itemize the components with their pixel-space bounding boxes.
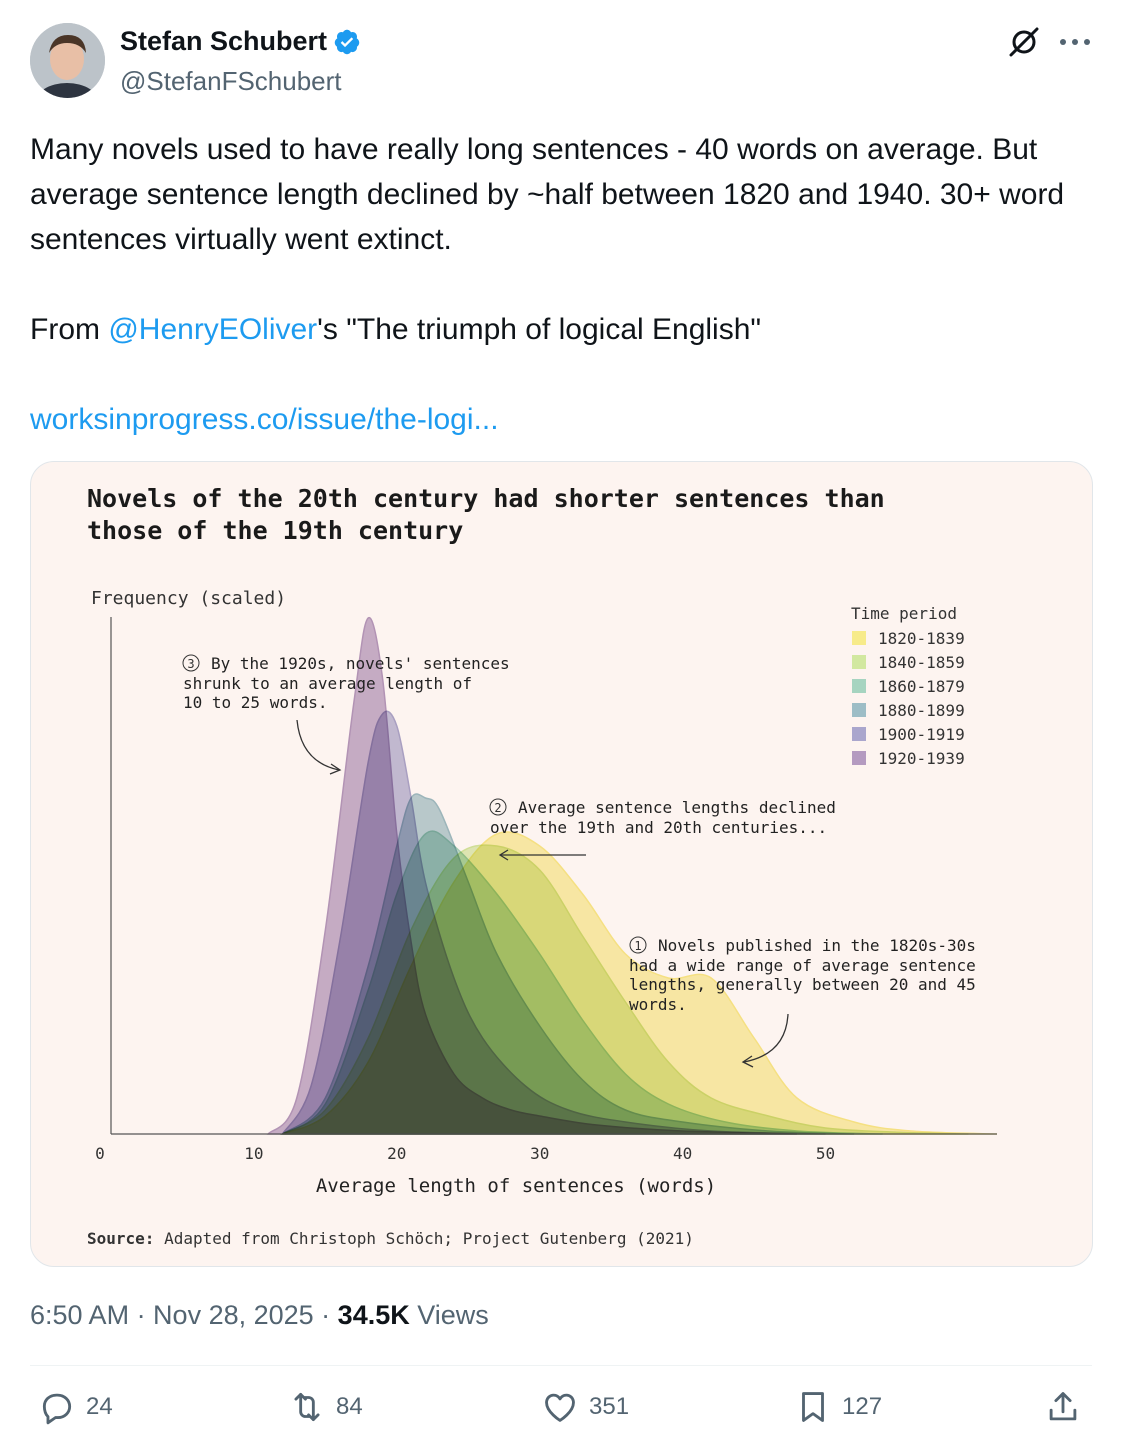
bookmark-button[interactable]: 127 <box>794 1388 882 1426</box>
annotation-1-arrow <box>743 1013 789 1063</box>
area-series-1920-1939 <box>266 617 797 1135</box>
x-tick-0: 0 <box>95 1144 105 1163</box>
article-link[interactable]: worksinprogress.co/issue/the-logi... <box>30 403 499 436</box>
annotation-2-line1: Average sentence lengths declined <box>518 798 836 817</box>
views-label: Views <box>409 1300 489 1330</box>
x-axis-label: Average length of sentences (words) <box>316 1175 716 1197</box>
timestamp[interactable]: 6:50 AM · Nov 28, 2025 · <box>30 1300 338 1330</box>
x-tick-50: 50 <box>816 1144 835 1163</box>
like-count: 351 <box>589 1393 630 1420</box>
chart-source: Source: Adapted from Christoph Schöch; P… <box>87 1229 694 1248</box>
reply-count: 24 <box>86 1393 113 1420</box>
grok-icon[interactable] <box>1006 24 1042 60</box>
x-tick-30: 30 <box>530 1144 549 1163</box>
attribution-suffix: 's "The triumph of logical English" <box>317 313 762 346</box>
annotation-1-line2: had a wide range of average sentence <box>629 956 976 975</box>
legend-swatch-1900-1919 <box>852 727 866 741</box>
divider <box>30 1365 1092 1366</box>
share-button[interactable] <box>1044 1388 1082 1426</box>
chart-title-line2: those of the 19th century <box>87 516 463 545</box>
x-tick-10: 10 <box>244 1144 263 1163</box>
repost-icon <box>294 1392 320 1422</box>
legend-swatch-1880-1899 <box>852 703 866 717</box>
avatar-image <box>30 23 105 98</box>
repost-count: 84 <box>336 1393 363 1420</box>
share-icon <box>1049 1392 1077 1421</box>
legend: 1820-1839 1840-1859 1860-1879 1880-1899 1900… <box>852 629 965 768</box>
legend-label-1840-1859: 1840-1859 <box>878 653 965 672</box>
chart-image-card[interactable]: Novels of the 20th century had shorter s… <box>30 461 1093 1267</box>
author-handle[interactable]: @StefanFSchubert <box>120 66 342 96</box>
annotation-2-line2: over the 19th and 20th centuries... <box>490 818 827 837</box>
attribution-prefix: From <box>30 313 109 346</box>
legend-label-1900-1919: 1900-1919 <box>878 725 965 744</box>
annotation-1: 1 Novels published in the 1820s-30s had … <box>629 936 976 1068</box>
legend-swatch-1820-1839 <box>852 631 866 645</box>
tweet-body: Many novels used to have really long sen… <box>30 127 1100 442</box>
legend-swatch-1860-1879 <box>852 679 866 693</box>
annotation-3-line1: By the 1920s, novels' sentences <box>211 654 510 673</box>
annotation-1-number: 1 <box>634 939 641 953</box>
chart-title-line1: Novels of the 20th century had shorter s… <box>87 484 885 513</box>
annotation-3-number: 3 <box>187 657 194 671</box>
annotation-3: 3 By the 1920s, novels' sentences shrunk… <box>182 654 510 775</box>
annotation-1-line3: lengths, generally between 20 and 45 <box>629 975 976 994</box>
legend-label-1820-1839: 1820-1839 <box>878 629 965 648</box>
annotation-3-line2: shrunk to an average length of <box>183 674 472 693</box>
action-bar: 24 84 351 127 <box>0 1388 1124 1438</box>
annotation-3-line3: 10 to 25 words. <box>183 693 328 712</box>
annotation-3-arrow <box>296 719 340 771</box>
source-text: Adapted from Christoph Schöch; Project G… <box>154 1229 693 1248</box>
x-tick-20: 20 <box>387 1144 406 1163</box>
source-label: Source: <box>87 1229 154 1248</box>
reply-icon <box>42 1393 72 1425</box>
author-name[interactable]: Stefan Schubert <box>120 26 328 56</box>
reply-button[interactable]: 24 <box>38 1388 113 1426</box>
y-axis-label: Frequency (scaled) <box>91 588 286 609</box>
heart-icon <box>545 1393 575 1422</box>
x-tick-labels: 0 10 20 30 40 50 <box>95 1144 835 1163</box>
annotation-1-line1: Novels published in the 1820s-30s <box>658 936 976 955</box>
annotation-2-number: 2 <box>494 801 501 815</box>
annotation-2: 2 Average sentence lengths declined over… <box>489 798 836 861</box>
like-button[interactable]: 351 <box>541 1388 629 1426</box>
legend-label-1920-1939: 1920-1939 <box>878 749 965 768</box>
x-tick-40: 40 <box>673 1144 692 1163</box>
more-options-icon[interactable] <box>1058 36 1092 48</box>
chart: Novels of the 20th century had shorter s… <box>87 484 998 1248</box>
annotation-1-line4: words. <box>629 995 687 1014</box>
bookmark-count: 127 <box>842 1393 883 1420</box>
tweet-attribution: From @HenryEOliver's "The triumph of log… <box>30 307 1100 352</box>
verified-badge-icon[interactable] <box>333 28 361 56</box>
legend-label-1860-1879: 1860-1879 <box>878 677 965 696</box>
tweet-meta: 6:50 AM · Nov 28, 2025 · 34.5K Views <box>30 1300 489 1331</box>
tweet-text-main: Many novels used to have really long sen… <box>30 133 1065 256</box>
repost-button[interactable]: 84 <box>288 1388 363 1426</box>
legend-title: Time period <box>851 604 957 623</box>
views-count: 34.5K <box>337 1300 410 1330</box>
bookmark-icon <box>802 1392 824 1422</box>
legend-swatch-1840-1859 <box>852 655 866 669</box>
legend-swatch-1920-1939 <box>852 751 866 765</box>
avatar[interactable] <box>30 23 105 98</box>
legend-label-1880-1899: 1880-1899 <box>878 701 965 720</box>
mention-link[interactable]: @HenryEOliver <box>108 313 318 346</box>
density-areas <box>266 617 998 1135</box>
